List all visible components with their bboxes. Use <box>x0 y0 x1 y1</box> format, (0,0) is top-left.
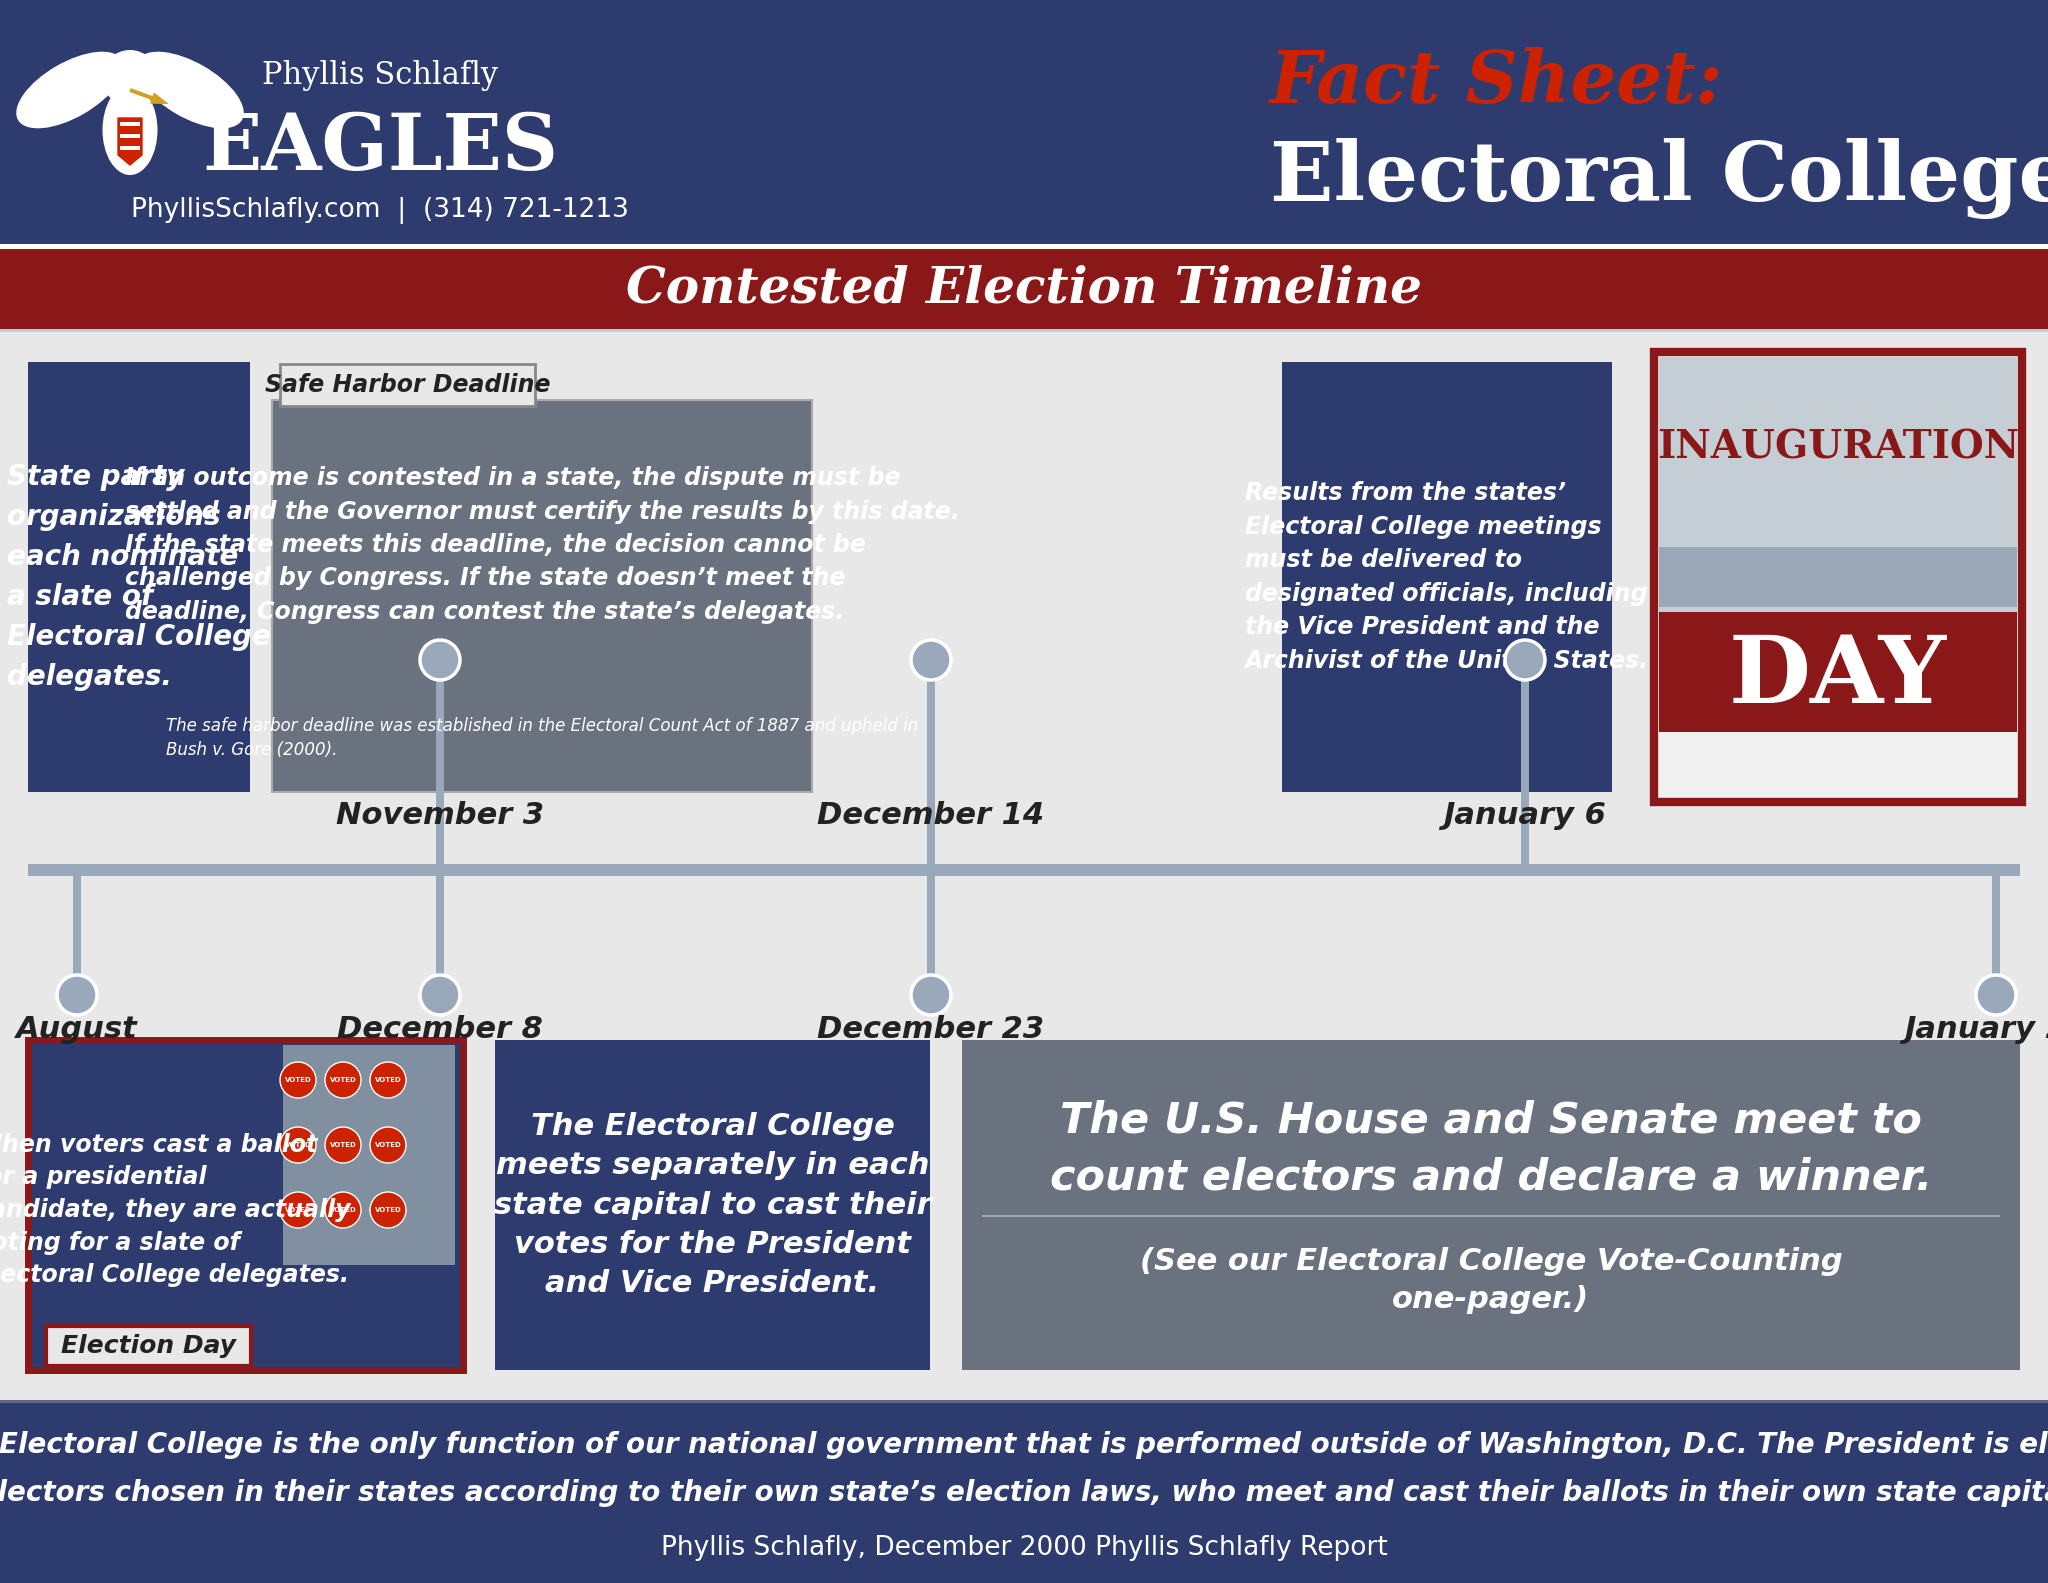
Bar <box>121 135 139 142</box>
Circle shape <box>371 1062 406 1099</box>
Bar <box>0 1399 2048 1403</box>
Bar <box>283 1045 455 1265</box>
Bar <box>1282 363 1612 792</box>
Text: Election Day: Election Day <box>61 1334 236 1358</box>
Circle shape <box>281 1062 315 1099</box>
Text: The safe harbor deadline was established in the Electoral Count Act of 1887 and : The safe harbor deadline was established… <box>166 717 918 758</box>
Circle shape <box>326 1062 360 1099</box>
Bar <box>1659 548 2017 606</box>
Ellipse shape <box>102 85 158 176</box>
Text: DAY: DAY <box>1729 632 1948 722</box>
Bar <box>121 146 139 150</box>
Text: (See our Electoral College Vote-Counting
one-pager.): (See our Electoral College Vote-Counting… <box>1139 1247 1843 1314</box>
Circle shape <box>281 1127 315 1164</box>
Text: Contested Election Timeline: Contested Election Timeline <box>627 264 1421 313</box>
Text: The U.S. House and Senate meet to
count electors and declare a winner.: The U.S. House and Senate meet to count … <box>1051 1100 1931 1198</box>
Text: Phyllis Schlafly: Phyllis Schlafly <box>262 60 498 90</box>
Bar <box>0 249 2048 329</box>
Ellipse shape <box>137 52 244 128</box>
Bar <box>121 122 139 127</box>
Bar <box>436 660 444 864</box>
Bar <box>496 1040 930 1369</box>
Text: Phyllis Schlafly, December 2000 Phyllis Schlafly Report: Phyllis Schlafly, December 2000 Phyllis … <box>662 1536 1386 1561</box>
Bar <box>0 0 2048 249</box>
Text: January 20: January 20 <box>1905 1016 2048 1045</box>
Text: VOTED: VOTED <box>330 1141 356 1148</box>
Text: Safe Harbor Deadline: Safe Harbor Deadline <box>264 374 551 397</box>
Ellipse shape <box>16 52 123 128</box>
Bar <box>1659 358 2017 613</box>
Circle shape <box>1976 975 2015 1015</box>
Bar <box>928 871 936 996</box>
Text: VOTED: VOTED <box>330 1206 356 1213</box>
Text: If an outcome is contested in a state, the dispute must be
settled and the Gover: If an outcome is contested in a state, t… <box>125 465 958 624</box>
Circle shape <box>911 975 950 1015</box>
Text: VOTED: VOTED <box>285 1141 311 1148</box>
Bar <box>0 329 2048 332</box>
Text: Electoral College Timeline: Electoral College Timeline <box>1270 138 2048 218</box>
Bar <box>1655 351 2021 803</box>
Text: January 6: January 6 <box>1444 801 1606 829</box>
Text: November 3: November 3 <box>336 801 545 829</box>
Circle shape <box>371 1127 406 1164</box>
Bar <box>0 332 2048 1399</box>
Circle shape <box>281 1192 315 1228</box>
Bar <box>0 244 2048 249</box>
Bar <box>31 9 240 234</box>
Circle shape <box>1505 640 1544 681</box>
Bar <box>121 122 139 130</box>
Text: by electors chosen in their states according to their own state’s election laws,: by electors chosen in their states accor… <box>0 1479 2048 1507</box>
Text: December 8: December 8 <box>338 1016 543 1045</box>
Circle shape <box>102 51 158 106</box>
Text: VOTED: VOTED <box>375 1141 401 1148</box>
Circle shape <box>420 640 461 681</box>
Text: Fact Sheet:: Fact Sheet: <box>1270 46 1722 117</box>
Circle shape <box>57 975 96 1015</box>
Text: INAUGURATION: INAUGURATION <box>1657 427 2019 465</box>
Text: PhyllisSchlafly.com  |  (314) 721-1213: PhyllisSchlafly.com | (314) 721-1213 <box>131 196 629 223</box>
Circle shape <box>326 1127 360 1164</box>
Bar <box>1659 613 2017 731</box>
Text: Results from the states’
Electoral College meetings
must be delivered to
designa: Results from the states’ Electoral Colle… <box>1245 481 1649 673</box>
Polygon shape <box>119 119 141 165</box>
Bar <box>121 146 139 154</box>
Bar <box>1522 660 1530 864</box>
Circle shape <box>911 640 950 681</box>
Text: August: August <box>16 1016 137 1045</box>
Text: VOTED: VOTED <box>375 1076 401 1083</box>
Bar <box>45 1327 252 1366</box>
Bar <box>29 1040 463 1369</box>
Text: EAGLES: EAGLES <box>203 109 557 185</box>
FancyArrow shape <box>129 89 168 104</box>
Text: VOTED: VOTED <box>285 1076 311 1083</box>
Bar <box>928 660 936 864</box>
Bar <box>121 135 139 138</box>
Text: “The Electoral College is the only function of our national government that is p: “The Electoral College is the only funct… <box>0 1431 2048 1460</box>
Text: State party
organizations
each nominate
a slate of
Electoral College
delegates.: State party organizations each nominate … <box>6 462 270 692</box>
Text: December 23: December 23 <box>817 1016 1044 1045</box>
Text: VOTED: VOTED <box>285 1206 311 1213</box>
Circle shape <box>326 1192 360 1228</box>
Bar <box>0 1399 2048 1583</box>
Bar <box>29 864 2019 875</box>
Bar <box>963 1040 2019 1369</box>
Text: The Electoral College
meets separately in each
state capital to cast their
votes: The Electoral College meets separately i… <box>494 1111 932 1298</box>
Text: When voters cast a ballot
for a presidential
candidate, they are actually
voting: When voters cast a ballot for a presiden… <box>0 1133 350 1287</box>
Bar <box>281 364 535 405</box>
Text: VOTED: VOTED <box>330 1076 356 1083</box>
Text: VOTED: VOTED <box>375 1206 401 1213</box>
Bar <box>272 400 811 792</box>
Bar <box>1993 871 2001 996</box>
Bar <box>29 363 250 792</box>
Text: December 14: December 14 <box>817 801 1044 829</box>
Circle shape <box>420 975 461 1015</box>
Circle shape <box>371 1192 406 1228</box>
Bar <box>981 1216 2001 1217</box>
Bar <box>74 871 82 996</box>
Bar <box>436 871 444 996</box>
